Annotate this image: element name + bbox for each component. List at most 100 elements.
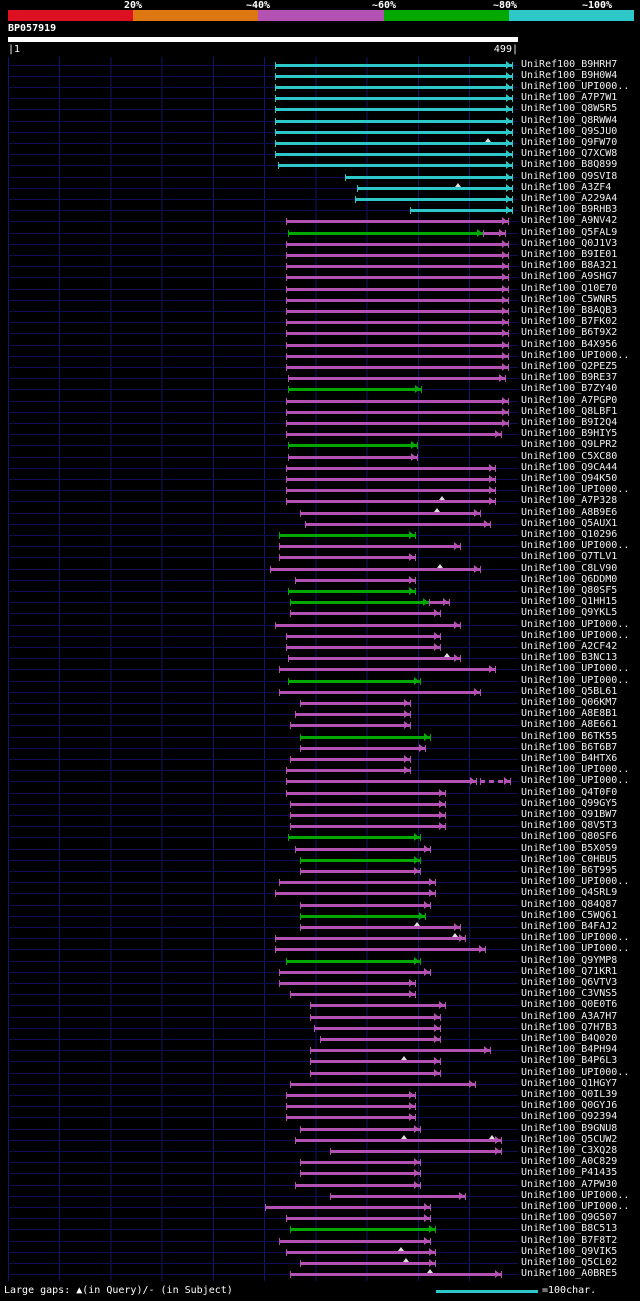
- alignment-bar[interactable]: [299, 903, 430, 907]
- alignment-bar[interactable]: [285, 309, 508, 313]
- alignment-bar[interactable]: [285, 634, 441, 638]
- alignment-bar[interactable]: [299, 511, 481, 515]
- alignment-bar[interactable]: [310, 1071, 441, 1075]
- alignment-bar[interactable]: [329, 1149, 501, 1153]
- alignment-bar[interactable]: [285, 298, 508, 302]
- alignment-bar[interactable]: [299, 1161, 420, 1165]
- alignment-bar[interactable]: [285, 421, 508, 425]
- alignment-bar[interactable]: [285, 287, 508, 291]
- alignment-bar[interactable]: [329, 1194, 465, 1198]
- alignment-bar[interactable]: [289, 802, 446, 806]
- alignment-bar[interactable]: [289, 724, 411, 728]
- alignment-bar[interactable]: [275, 948, 486, 952]
- alignment-bar[interactable]: [285, 477, 496, 481]
- alignment-bar[interactable]: [299, 701, 411, 705]
- alignment-bar[interactable]: [294, 847, 430, 851]
- alignment-bar[interactable]: [299, 925, 460, 929]
- alignment-bar[interactable]: [344, 175, 512, 179]
- alignment-bar[interactable]: [275, 97, 512, 101]
- alignment-bar[interactable]: [480, 780, 510, 784]
- alignment-bar[interactable]: [410, 209, 512, 213]
- alignment-bar[interactable]: [275, 130, 512, 134]
- alignment-bar[interactable]: [279, 556, 415, 560]
- alignment-bar[interactable]: [289, 612, 441, 616]
- alignment-bar[interactable]: [314, 1026, 441, 1030]
- alignment-bar[interactable]: [275, 63, 512, 67]
- alignment-bar[interactable]: [270, 567, 481, 571]
- alignment-bar[interactable]: [287, 444, 417, 448]
- alignment-bar[interactable]: [275, 153, 512, 157]
- alignment-bar[interactable]: [279, 1239, 430, 1243]
- alignment-bar[interactable]: [275, 85, 512, 89]
- alignment-bar[interactable]: [287, 589, 415, 593]
- alignment-bar[interactable]: [285, 1217, 430, 1221]
- alignment-bar[interactable]: [294, 713, 411, 717]
- alignment-bar[interactable]: [483, 231, 505, 235]
- alignment-bar[interactable]: [279, 690, 481, 694]
- alignment-bar[interactable]: [275, 119, 512, 123]
- alignment-bar[interactable]: [285, 220, 508, 224]
- alignment-bar[interactable]: [355, 197, 512, 201]
- alignment-bar[interactable]: [279, 668, 496, 672]
- alignment-bar[interactable]: [285, 1105, 415, 1109]
- alignment-bar[interactable]: [285, 332, 508, 336]
- alignment-bar[interactable]: [285, 433, 501, 437]
- alignment-bar[interactable]: [285, 791, 446, 795]
- alignment-bar[interactable]: [299, 735, 430, 739]
- alignment-bar[interactable]: [428, 601, 450, 605]
- alignment-bar[interactable]: [304, 522, 491, 526]
- alignment-bar[interactable]: [285, 343, 508, 347]
- alignment-bar[interactable]: [275, 74, 512, 78]
- alignment-bar[interactable]: [287, 455, 417, 459]
- alignment-bar[interactable]: [285, 365, 508, 369]
- alignment-bar[interactable]: [285, 242, 508, 246]
- alignment-bar[interactable]: [294, 1138, 501, 1142]
- alignment-bar[interactable]: [289, 1082, 475, 1086]
- alignment-bar[interactable]: [289, 813, 446, 817]
- alignment-bar[interactable]: [299, 858, 420, 862]
- alignment-bar[interactable]: [285, 466, 496, 470]
- alignment-bar[interactable]: [279, 881, 436, 885]
- alignment-bar[interactable]: [279, 533, 415, 537]
- alignment-bar[interactable]: [279, 545, 460, 549]
- alignment-bar[interactable]: [285, 1116, 415, 1120]
- alignment-bar[interactable]: [275, 623, 460, 627]
- alignment-bar[interactable]: [279, 981, 415, 985]
- alignment-bar[interactable]: [289, 1228, 436, 1232]
- alignment-bar[interactable]: [299, 869, 420, 873]
- alignment-bar[interactable]: [289, 993, 415, 997]
- alignment-bar[interactable]: [285, 253, 508, 257]
- alignment-bar[interactable]: [299, 746, 425, 750]
- alignment-bar[interactable]: [278, 164, 512, 168]
- alignment-bar[interactable]: [275, 892, 436, 896]
- alignment-bar[interactable]: [289, 601, 429, 605]
- alignment-bar[interactable]: [310, 1060, 441, 1064]
- alignment-bar[interactable]: [287, 657, 460, 661]
- alignment-bar[interactable]: [287, 679, 420, 683]
- alignment-bar[interactable]: [289, 1273, 501, 1277]
- alignment-bar[interactable]: [285, 410, 508, 414]
- alignment-bar[interactable]: [285, 1093, 415, 1097]
- alignment-bar[interactable]: [299, 914, 425, 918]
- alignment-bar[interactable]: [357, 186, 512, 190]
- alignment-bar[interactable]: [285, 500, 496, 504]
- alignment-bar[interactable]: [299, 1127, 420, 1131]
- alignment-bar[interactable]: [310, 1004, 446, 1008]
- alignment-bar[interactable]: [320, 1037, 441, 1041]
- alignment-bar[interactable]: [310, 1049, 491, 1053]
- alignment-bar[interactable]: [275, 141, 512, 145]
- alignment-bar[interactable]: [285, 1250, 436, 1254]
- alignment-bar[interactable]: [299, 1172, 420, 1176]
- alignment-bar[interactable]: [285, 354, 508, 358]
- alignment-bar[interactable]: [299, 1261, 436, 1265]
- alignment-bar[interactable]: [275, 108, 512, 112]
- alignment-bar[interactable]: [285, 645, 441, 649]
- alignment-bar[interactable]: [294, 1183, 420, 1187]
- alignment-bar[interactable]: [285, 769, 411, 773]
- alignment-bar[interactable]: [285, 399, 508, 403]
- alignment-bar[interactable]: [279, 970, 430, 974]
- alignment-bar[interactable]: [285, 265, 508, 269]
- alignment-bar[interactable]: [265, 1205, 430, 1209]
- alignment-bar[interactable]: [289, 825, 446, 829]
- alignment-bar[interactable]: [285, 780, 476, 784]
